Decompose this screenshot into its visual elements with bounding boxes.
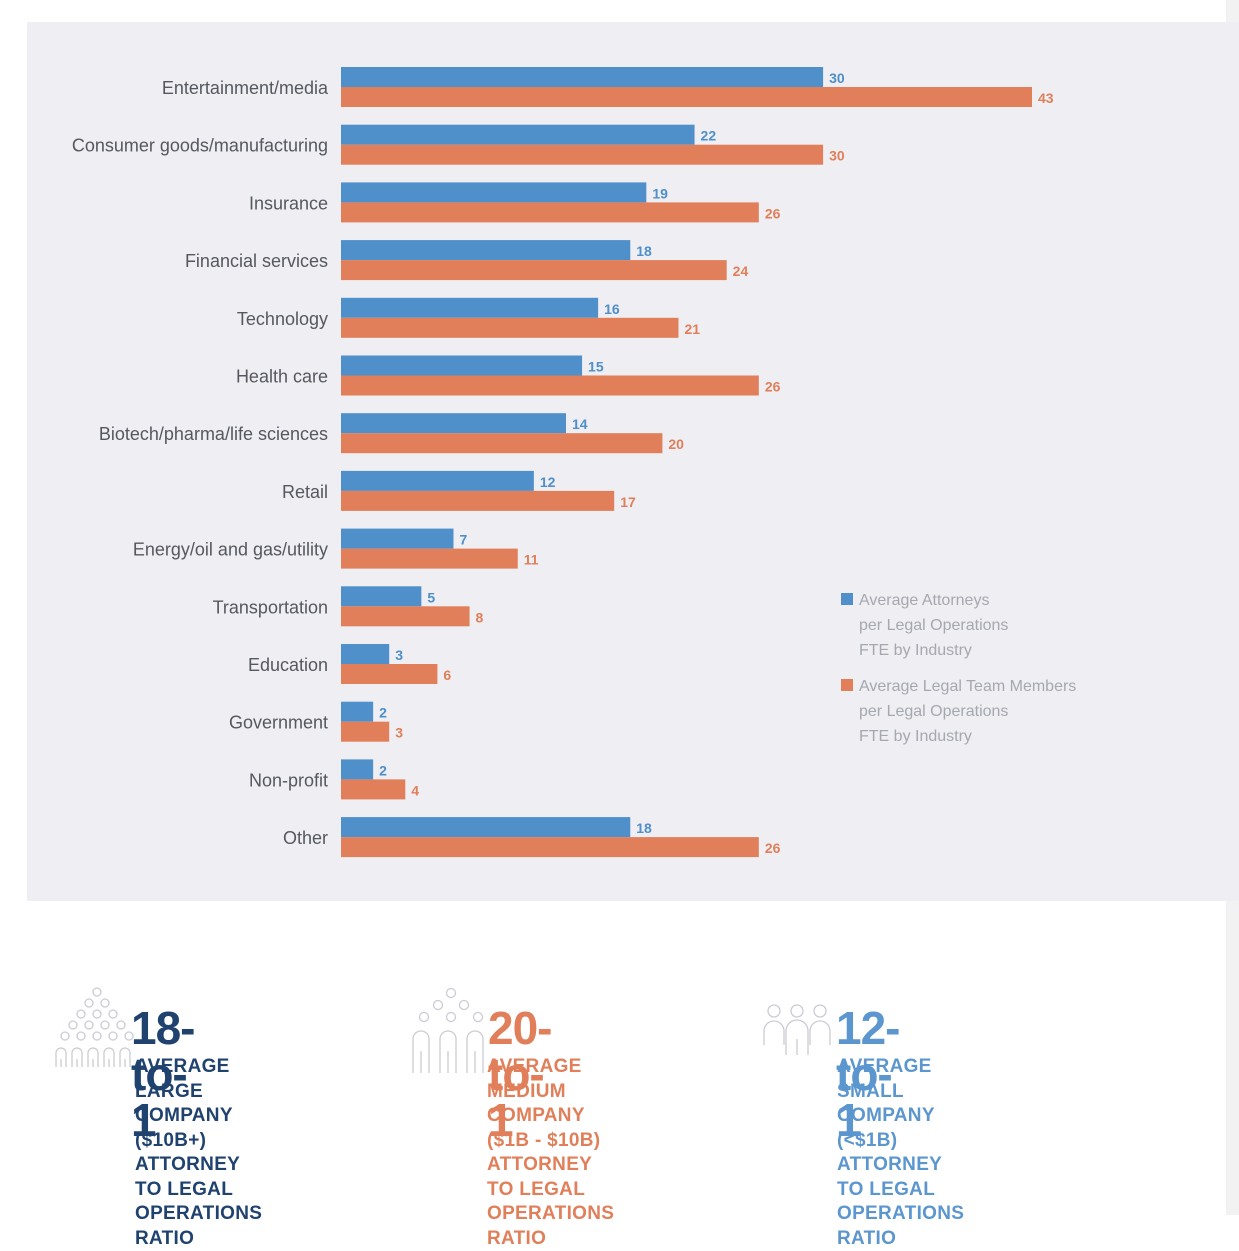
attorneys-bar	[341, 240, 631, 261]
stat-ratio: 18-to-1	[131, 1002, 195, 1146]
team-members-bar	[341, 490, 615, 511]
stat-description: AVERAGE SMALL COMPANY (<$1B) ATTORNEY TO…	[837, 1056, 965, 1249]
value-label: 7	[459, 532, 467, 548]
category-label: Education	[248, 655, 328, 675]
value-label: 12	[540, 474, 556, 490]
value-label: 15	[588, 359, 604, 375]
category-label: Non-profit	[249, 770, 328, 790]
value-label: 14	[572, 416, 588, 432]
attorneys-bar	[341, 67, 824, 87]
value-label: 4	[411, 782, 419, 798]
attorneys-bar	[341, 297, 599, 318]
category-label: Other	[283, 828, 328, 848]
value-label: 24	[733, 263, 749, 279]
legend-label: Average Attorneys	[859, 592, 989, 609]
team-members-bar	[341, 144, 824, 165]
value-label: 2	[379, 705, 387, 721]
attorneys-bar	[341, 470, 534, 491]
category-label: Technology	[237, 309, 328, 329]
category-label: Consumer goods/manufacturing	[72, 136, 328, 156]
category-label: Retail	[282, 482, 328, 502]
team-members-bar	[341, 779, 406, 800]
legend-label: per Legal Operations	[859, 703, 1008, 720]
category-label: Government	[229, 713, 328, 733]
attorneys-bar	[341, 355, 583, 376]
legend-label: FTE by Industry	[859, 642, 972, 659]
team-members-bar	[341, 433, 663, 454]
team-members-bar	[341, 664, 438, 684]
category-label: Transportation	[213, 597, 328, 617]
value-label: 18	[636, 243, 652, 259]
team-members-bar	[341, 375, 759, 396]
team-members-bar	[341, 548, 518, 569]
value-label: 5	[427, 589, 435, 605]
attorneys-bar	[341, 413, 566, 434]
attorneys-bar	[341, 586, 422, 607]
attorneys-bar	[341, 182, 647, 203]
team-members-bar	[341, 317, 679, 338]
team-members-bar	[341, 606, 470, 627]
team-members-bar	[341, 87, 1033, 107]
stat-ratio: 12-to-1	[836, 1002, 900, 1146]
stat-description: AVERAGE MEDIUM COMPANY ($1B - $10B) ATTO…	[487, 1056, 615, 1249]
value-label: 16	[604, 301, 620, 317]
stat-ratio: 20-to-1	[488, 1002, 552, 1146]
attorneys-bar	[341, 124, 695, 145]
legend-label: per Legal Operations	[859, 617, 1008, 634]
value-label: 30	[829, 70, 845, 86]
stat-description: AVERAGE LARGE COMPANY ($10B+) ATTORNEY T…	[135, 1056, 263, 1249]
legend-swatch	[841, 679, 853, 691]
value-label: 43	[1038, 90, 1054, 106]
value-label: 22	[701, 128, 717, 144]
value-label: 17	[620, 494, 636, 510]
attorneys-bar	[341, 701, 374, 722]
value-label: 18	[636, 820, 652, 836]
value-label: 3	[395, 647, 403, 663]
attorneys-bar	[341, 644, 390, 664]
attorneys-bar	[341, 817, 631, 838]
team-members-bar	[341, 260, 727, 281]
team-members-bar	[341, 721, 390, 742]
legend-swatch	[841, 593, 853, 605]
team-members-bar	[341, 202, 759, 223]
category-label: Energy/oil and gas/utility	[133, 540, 328, 560]
category-label: Financial services	[185, 251, 328, 271]
category-label: Entertainment/media	[162, 78, 329, 98]
value-label: 3	[395, 725, 403, 741]
chart-panel: Entertainment/media 30 43 Consumer goods/ma…	[27, 22, 1239, 901]
category-label: Biotech/pharma/life sciences	[99, 424, 328, 444]
category-label: Health care	[236, 367, 328, 387]
value-label: 30	[829, 148, 845, 164]
attorneys-bar	[341, 759, 374, 780]
value-label: 20	[668, 436, 684, 452]
value-label: 26	[765, 379, 781, 395]
category-label: Insurance	[249, 193, 328, 213]
large-crowd-icon	[55, 987, 134, 1067]
value-label: 11	[524, 552, 539, 568]
value-label: 6	[443, 667, 451, 683]
legend-label: Average Legal Team Members	[859, 678, 1076, 695]
value-label: 21	[684, 321, 700, 337]
value-label: 19	[652, 185, 668, 201]
team-members-bar	[341, 837, 759, 858]
value-label: 8	[476, 609, 484, 625]
value-label: 2	[379, 762, 387, 778]
value-label: 26	[765, 205, 781, 221]
value-label: 26	[765, 840, 781, 856]
legend-label: FTE by Industry	[859, 728, 972, 745]
small-group-icon	[763, 1004, 831, 1055]
medium-group-icon	[412, 987, 484, 1073]
attorneys-bar	[341, 528, 454, 549]
